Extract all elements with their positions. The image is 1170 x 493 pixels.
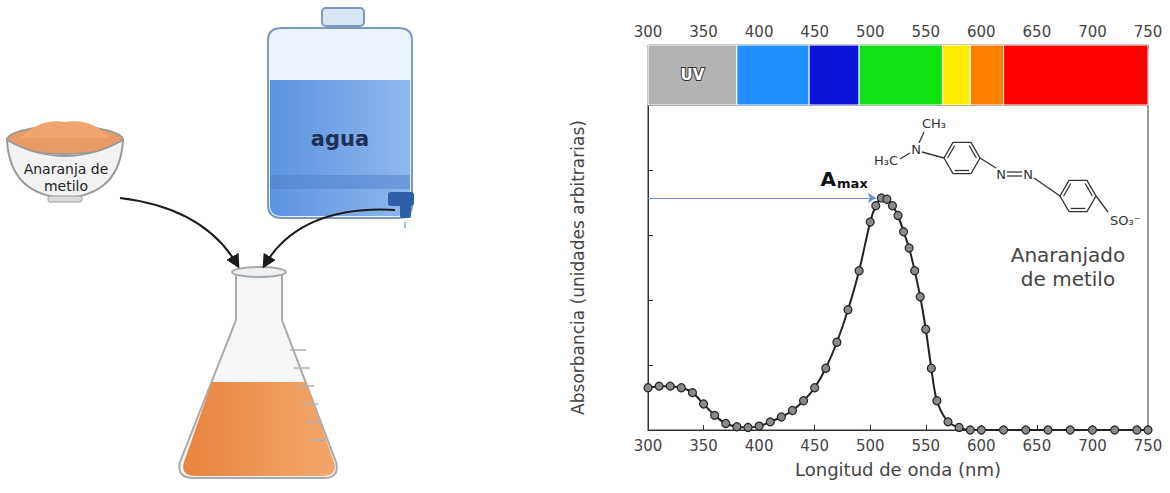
svg-text:750: 750 (1134, 437, 1163, 455)
svg-text:700: 700 (1078, 23, 1107, 41)
svg-text:H₃C: H₃C (874, 153, 898, 168)
svg-text:350: 350 (689, 437, 718, 455)
svg-text:Anaranja demetilo: Anaranja demetilo (24, 161, 109, 194)
svg-text:300: 300 (634, 23, 663, 41)
svg-text:400: 400 (745, 437, 774, 455)
svg-text:N: N (1023, 167, 1033, 182)
svg-text:450: 450 (800, 23, 829, 41)
svg-text:N: N (996, 167, 1006, 182)
svg-text:A: A (821, 167, 837, 191)
svg-text:600: 600 (967, 437, 996, 455)
svg-text:550: 550 (911, 437, 940, 455)
svg-text:500: 500 (856, 437, 885, 455)
svg-text:600: 600 (967, 23, 996, 41)
svg-text:SO₃⁻: SO₃⁻ (1110, 213, 1141, 228)
svg-text:CH₃: CH₃ (922, 116, 946, 131)
svg-text:N: N (911, 142, 921, 157)
svg-text:500: 500 (856, 23, 885, 41)
svg-text:Longitud de onda (nm): Longitud de onda (nm) (795, 459, 1001, 480)
svg-text:650: 650 (1023, 23, 1052, 41)
svg-text:400: 400 (745, 23, 774, 41)
svg-text:350: 350 (689, 23, 718, 41)
svg-text:max: max (837, 176, 868, 191)
svg-text:Absorbancia (unidades arbitrar: Absorbancia (unidades arbitrarias) (568, 120, 588, 415)
svg-text:650: 650 (1023, 437, 1052, 455)
svg-text:450: 450 (800, 437, 829, 455)
svg-text:300: 300 (634, 437, 663, 455)
svg-text:550: 550 (911, 23, 940, 41)
svg-text:750: 750 (1134, 23, 1163, 41)
svg-text:agua: agua (311, 127, 369, 151)
svg-text:Anaranjadode metilo: Anaranjadode metilo (1011, 243, 1126, 291)
svg-text:700: 700 (1078, 437, 1107, 455)
svg-text:UV: UV (681, 66, 705, 84)
